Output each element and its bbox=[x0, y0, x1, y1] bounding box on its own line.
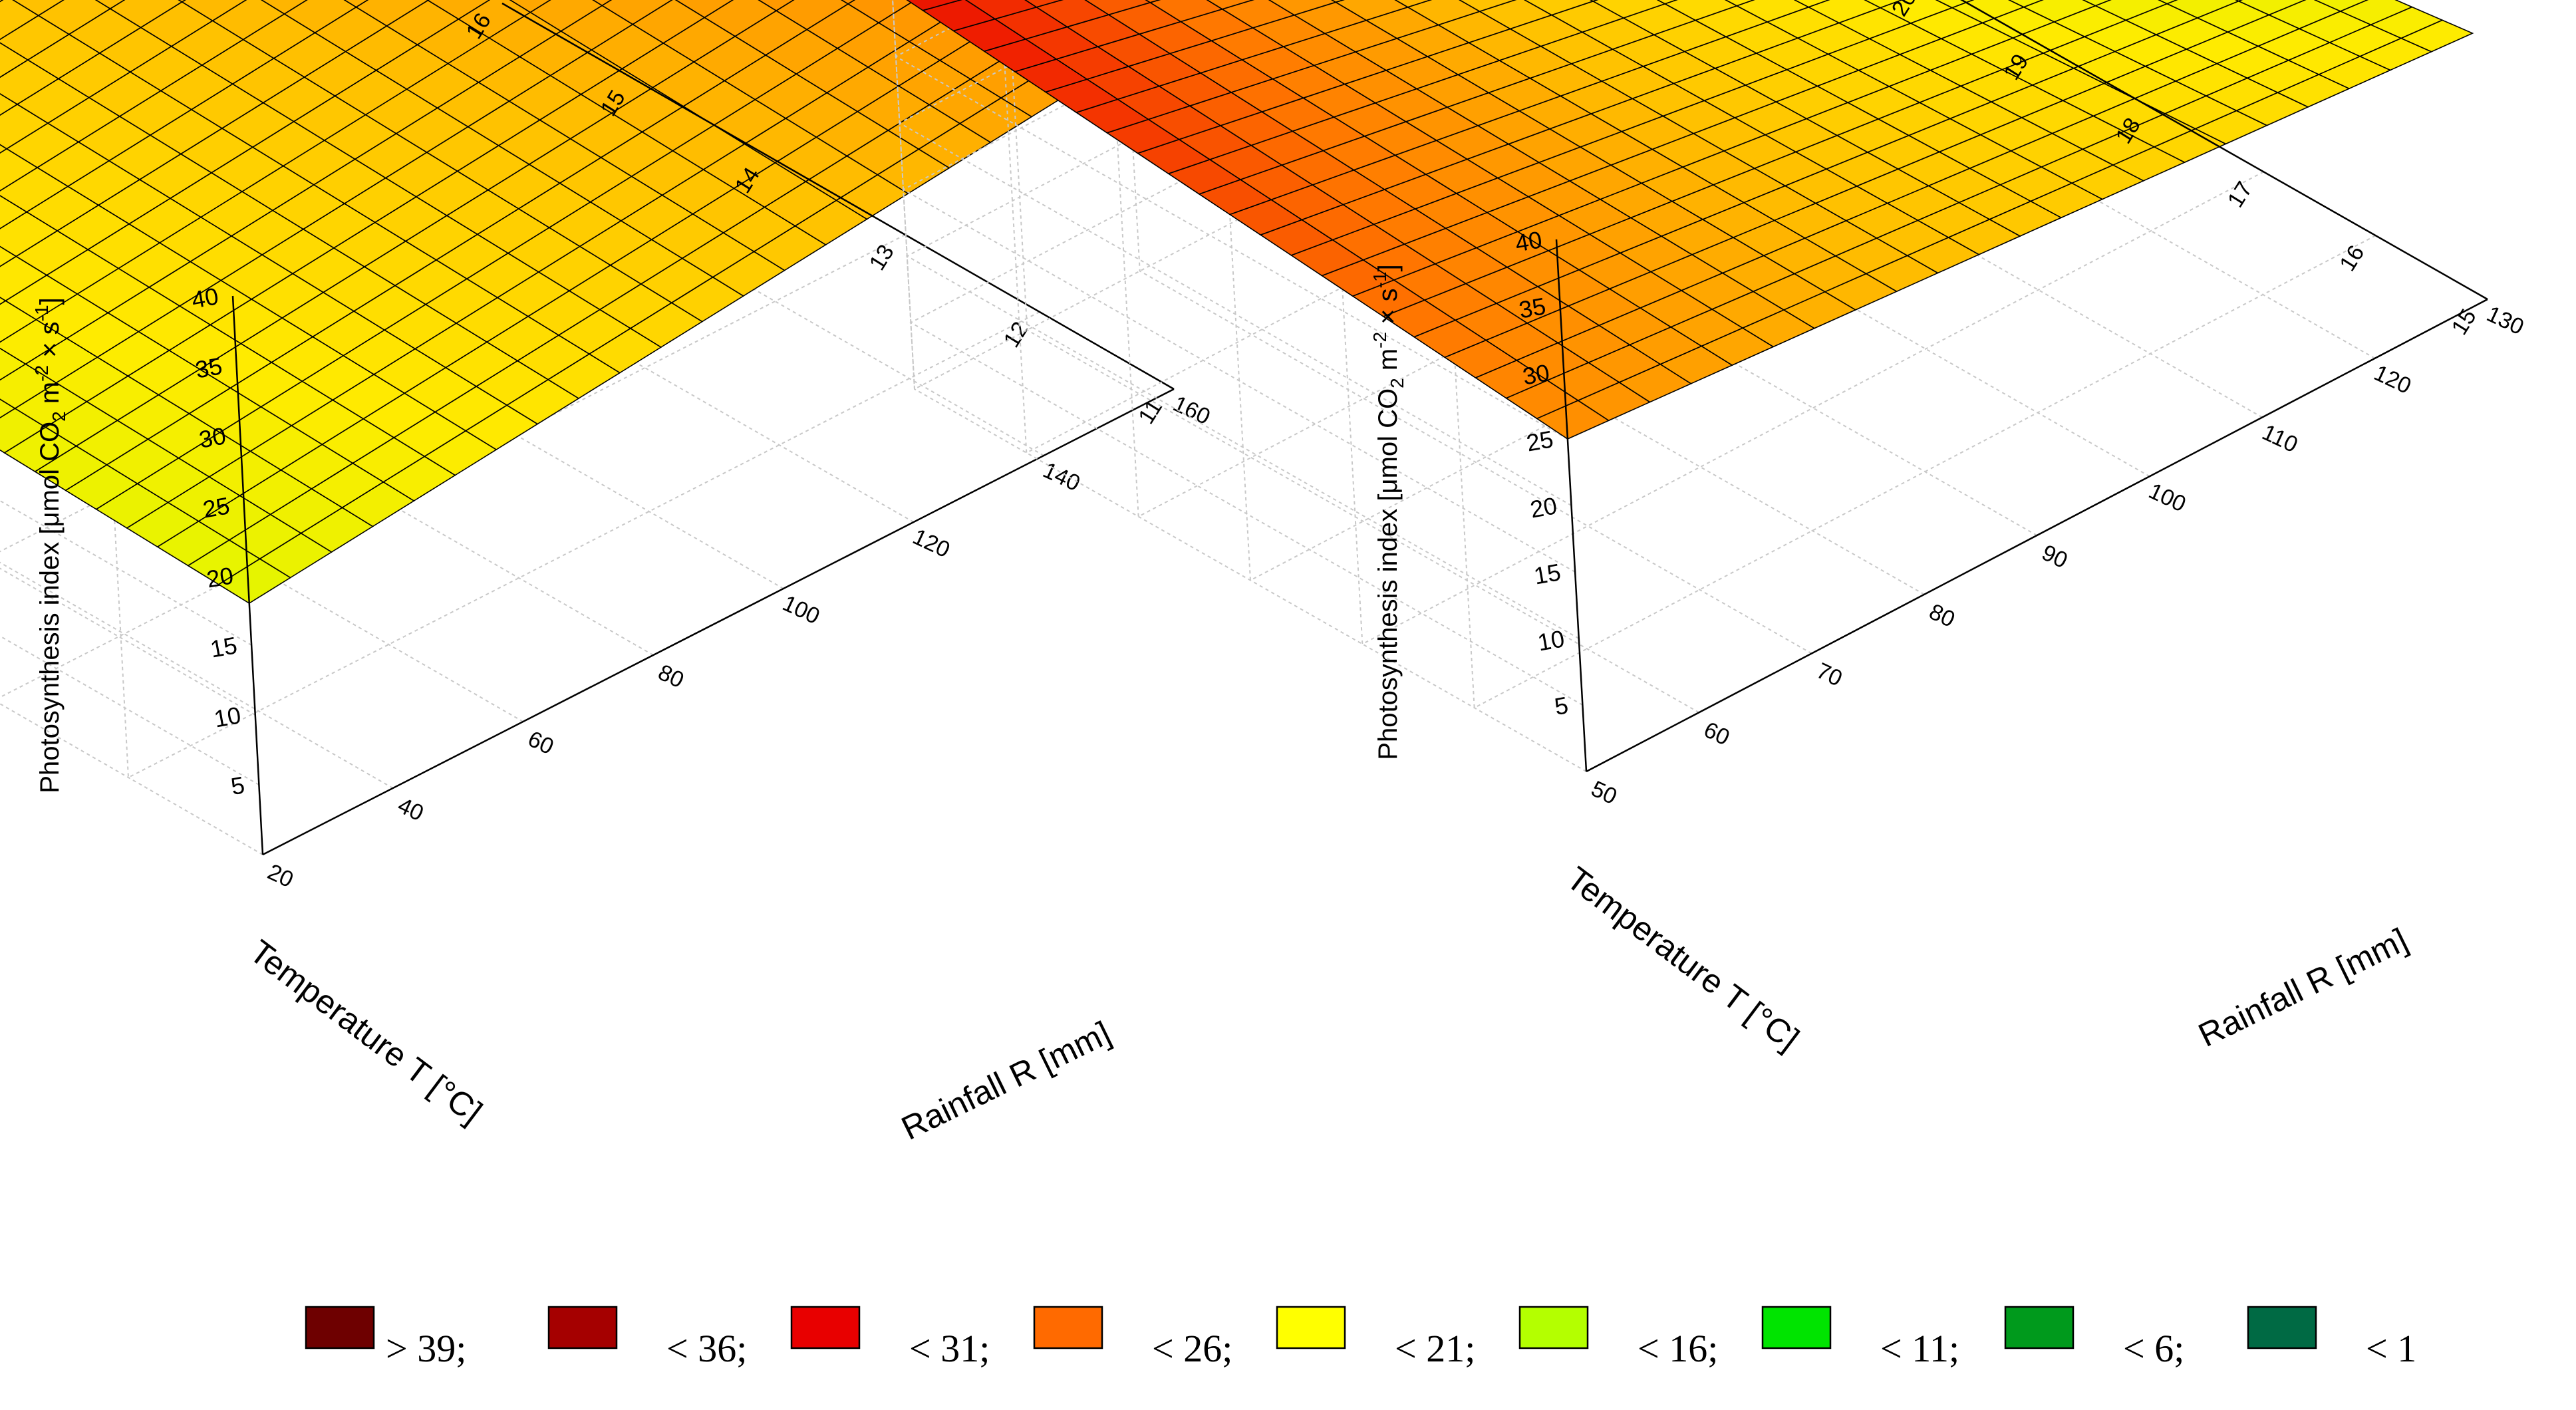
chart-1-y-tick-label: 11 bbox=[1133, 395, 1167, 428]
legend-item: < 1 bbox=[2248, 1307, 2416, 1370]
chart-2-y-tick-label: 15 bbox=[2447, 305, 2482, 339]
chart-2-z-label-mid2: × s bbox=[1373, 288, 1403, 332]
chart-1-z-tick-label: 5 bbox=[229, 771, 247, 800]
chart-2-surface bbox=[892, 0, 2472, 439]
chart-1-z-label-sup2: -1 bbox=[31, 305, 52, 321]
legend-label: < 1 bbox=[2366, 1327, 2416, 1370]
legend-swatch bbox=[1763, 1307, 1830, 1348]
chart-1-y-axis-label: Temperature T [°C] bbox=[243, 932, 489, 1131]
chart-1-z-tick-label: 25 bbox=[201, 492, 232, 523]
chart-2-x-tick-label: 100 bbox=[2145, 478, 2190, 517]
chart-1-x-tick-label: 20 bbox=[263, 859, 297, 893]
chart-1-x-axis-label: Rainfall R [mm] bbox=[896, 1014, 1117, 1147]
chart-2: 5101520253035405060708090100110120130151… bbox=[885, 0, 2527, 1058]
legend-label: > 39; bbox=[386, 1327, 466, 1370]
legend-label: < 21; bbox=[1395, 1327, 1475, 1370]
chart-1-x-tick-label: 140 bbox=[1039, 458, 1083, 496]
chart-1-z-label-mid: m bbox=[35, 382, 65, 411]
legend-label: < 36; bbox=[666, 1327, 747, 1370]
chart-2-x-tick-label: 130 bbox=[2483, 301, 2527, 340]
chart-1-x-tick-label: 80 bbox=[654, 660, 688, 693]
chart-1-z-label-sup1: -2 bbox=[31, 365, 52, 382]
legend-item: < 21; bbox=[1277, 1307, 1475, 1370]
chart-2-x-tick-label: 110 bbox=[2258, 420, 2301, 458]
legend-item: < 31; bbox=[791, 1307, 990, 1370]
legend-label: < 31; bbox=[909, 1327, 990, 1370]
chart-1-surface bbox=[0, 0, 1155, 603]
chart-2-z-tick-label: 25 bbox=[1524, 425, 1556, 456]
chart-2-z-label-sub: 2 bbox=[1387, 378, 1407, 388]
chart-2-z-tick-label: 20 bbox=[1528, 492, 1559, 523]
chart-1-x-tick-label: 120 bbox=[909, 524, 953, 563]
chart-2-z-tick-label: 40 bbox=[1513, 225, 1544, 257]
chart-1-y-tick-label: 13 bbox=[865, 240, 899, 275]
legend-swatch bbox=[791, 1307, 859, 1348]
legend-label: < 16; bbox=[1638, 1327, 1718, 1370]
chart-1-z-tick-label: 15 bbox=[208, 631, 239, 662]
chart-2-x-tick-label: 120 bbox=[2370, 360, 2415, 399]
chart-2-z-axis-label: Photosynthesis index [μmol CO2 m-2 × s-1… bbox=[1369, 264, 1407, 760]
legend-swatch bbox=[1520, 1307, 1588, 1348]
chart-2-x-tick-label: 80 bbox=[1926, 599, 1959, 633]
chart-2-z-tick-label: 15 bbox=[1532, 558, 1563, 589]
chart-1-z-label-mid2: × s bbox=[35, 321, 65, 365]
chart-2-z-label-end: ] bbox=[1373, 264, 1403, 271]
legend: > 39; < 36; < 31; < 26; < 21; < 16; < 11; < 6; <… bbox=[306, 1307, 2416, 1370]
chart-2-x-axis-label: Rainfall R [mm] bbox=[2193, 921, 2414, 1054]
legend-swatch bbox=[1034, 1307, 1102, 1348]
chart-1-z-tick-label: 30 bbox=[197, 422, 228, 453]
chart-2-x-tick-label: 90 bbox=[2038, 540, 2071, 573]
legend-item: < 6; bbox=[2005, 1307, 2184, 1370]
chart-2-z-tick-label: 5 bbox=[1552, 691, 1570, 720]
chart-2-z-label-sup1: -2 bbox=[1369, 332, 1390, 349]
legend-swatch bbox=[1277, 1307, 1345, 1348]
chart-2-z-tick-label: 10 bbox=[1536, 625, 1567, 656]
legend-label: < 11; bbox=[1880, 1327, 1959, 1370]
chart-1-x-tick-label: 60 bbox=[524, 726, 557, 760]
chart-1-z-tick-label: 40 bbox=[190, 282, 221, 313]
chart-1-z-tick-label: 20 bbox=[204, 561, 235, 593]
chart-2-y-axis-label: Temperature T [°C] bbox=[1560, 859, 1806, 1058]
legend-item: < 16; bbox=[1520, 1307, 1718, 1370]
chart-1-x-tick-label: 40 bbox=[394, 793, 427, 826]
legend-swatch bbox=[549, 1307, 617, 1348]
chart-1-z-tick-label: 10 bbox=[212, 701, 243, 732]
chart-2-z-label-main: Photosynthesis index [μmol CO bbox=[1373, 388, 1403, 760]
chart-2-y-tick-label: 16 bbox=[2335, 241, 2369, 275]
legend-item: < 26; bbox=[1034, 1307, 1232, 1370]
chart-2-z-label-mid: m bbox=[1373, 349, 1403, 378]
chart-1-y-tick-label: 12 bbox=[999, 317, 1034, 352]
chart-1-x-tick-label: 100 bbox=[779, 591, 823, 629]
legend-label: < 6; bbox=[2123, 1327, 2184, 1370]
legend-item: < 36; bbox=[549, 1307, 747, 1370]
chart-1-z-label-sub: 2 bbox=[49, 411, 69, 422]
chart-2-y-tick-label: 17 bbox=[2223, 177, 2257, 212]
legend-label: < 26; bbox=[1152, 1327, 1232, 1370]
chart-2-x-tick-label: 60 bbox=[1700, 717, 1733, 750]
chart-1-z-label-main: Photosynthesis index [μmol CO bbox=[35, 422, 65, 793]
chart-2-z-tick-label: 30 bbox=[1520, 358, 1552, 390]
legend-item: > 39; bbox=[306, 1307, 466, 1370]
legend-swatch bbox=[2248, 1307, 2316, 1348]
chart-2-z-label-sup2: -1 bbox=[1369, 271, 1390, 288]
chart-1-x-tick-label: 160 bbox=[1169, 391, 1214, 430]
legend-swatch bbox=[2005, 1307, 2073, 1348]
chart-2-x-tick-label: 70 bbox=[1812, 658, 1846, 691]
chart-1-z-tick-label: 35 bbox=[194, 352, 225, 383]
chart-1-z-label-end: ] bbox=[35, 297, 65, 305]
legend-swatch bbox=[306, 1307, 374, 1348]
legend-item: < 11; bbox=[1763, 1307, 1959, 1370]
chart-2-z-tick-label: 35 bbox=[1517, 292, 1548, 323]
chart-2-x-tick-label: 50 bbox=[1587, 776, 1620, 809]
